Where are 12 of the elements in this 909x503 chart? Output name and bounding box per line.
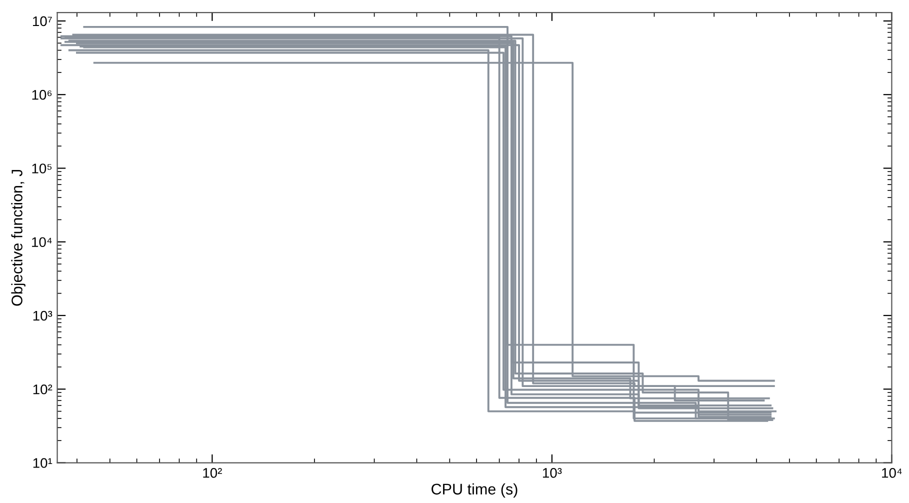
- y-tick-label: 10⁷: [32, 16, 52, 26]
- y-axis-title: Objective function, J: [11, 170, 26, 306]
- x-axis-title: CPU time (s): [432, 483, 518, 498]
- x-tick-label: 10²: [203, 468, 222, 478]
- x-tick-label: 10⁴: [882, 468, 902, 478]
- y-tick-label: 10³: [33, 310, 52, 321]
- y-tick-label: 10⁶: [32, 90, 52, 100]
- x-tick-label: 10³: [542, 468, 562, 478]
- y-tick-label: 10⁴: [32, 237, 52, 248]
- y-tick-label: 10¹: [33, 458, 52, 468]
- y-tick-label: 10⁵: [32, 164, 52, 174]
- y-tick-label: 10²: [33, 384, 52, 394]
